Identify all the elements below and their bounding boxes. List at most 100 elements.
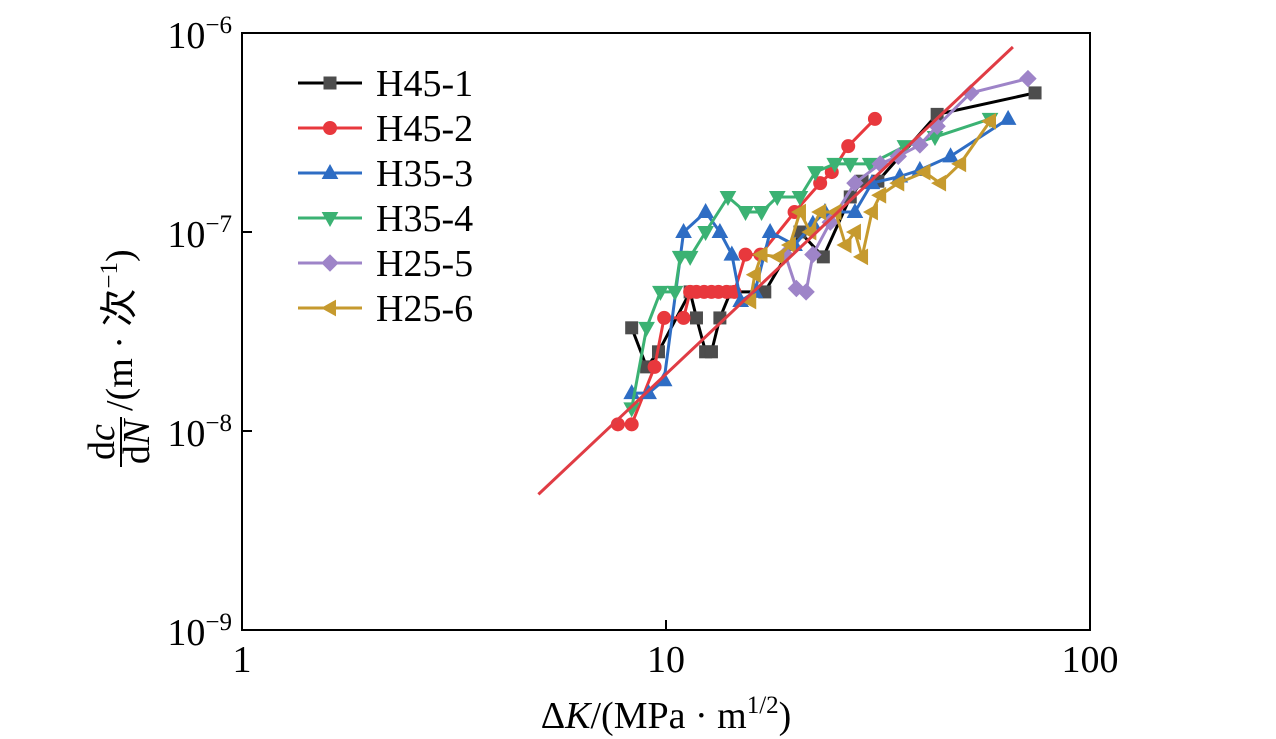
plot-frame <box>241 32 1091 631</box>
data-point <box>813 176 828 191</box>
series-layer <box>537 45 1042 496</box>
y-axis-label-denominator-var: N <box>116 417 158 446</box>
data-point <box>689 311 703 325</box>
data-point <box>737 206 754 222</box>
legend-entry: H45-2 <box>298 108 473 150</box>
legend-marker <box>321 163 339 179</box>
x-tick-label: 100 <box>1062 639 1119 681</box>
legend-marker <box>323 76 337 90</box>
data-point <box>671 250 689 266</box>
data-point <box>697 202 714 219</box>
data-point <box>666 285 684 301</box>
data-point <box>942 147 959 163</box>
legend-label: H45-1 <box>376 63 473 105</box>
legend-label: H25-6 <box>376 288 473 330</box>
data-point <box>711 222 729 238</box>
y-tick-label-exponent: −6 <box>205 12 232 39</box>
data-point <box>780 236 796 254</box>
y-axis-label-unit-close: ) <box>99 249 141 262</box>
data-point <box>811 203 827 221</box>
series-line <box>630 91 1036 369</box>
y-tick-label-base: 10 <box>167 15 205 57</box>
data-point <box>980 112 997 130</box>
x-tick-label: 10 <box>647 639 685 681</box>
legend-label: H25-5 <box>376 243 473 285</box>
data-point <box>624 417 639 432</box>
data-point <box>911 136 929 154</box>
legend-label: H45-2 <box>376 108 473 150</box>
data-point <box>836 236 852 254</box>
y-axis-label-unit-text: /(m · 次 <box>99 289 141 411</box>
x-axis-label: ΔK/(MPa · m1/2) <box>541 692 792 737</box>
y-tick-label-exponent: −7 <box>205 211 232 238</box>
y-axis-label-numerator: dc <box>81 424 123 460</box>
y-axis-label-numerator-var: c <box>81 424 123 441</box>
data-point <box>1019 69 1037 88</box>
y-tick-label: 10−6 <box>167 12 232 57</box>
x-axis-label-unit-close: ) <box>779 695 792 737</box>
data-point <box>745 266 761 284</box>
data-point <box>853 248 869 266</box>
data-point <box>806 166 824 182</box>
data-point <box>719 190 737 206</box>
x-axis-label-delta: Δ <box>541 695 565 737</box>
y-axis-label: dc dN /(m · 次−1) <box>81 249 158 467</box>
data-point <box>915 163 931 181</box>
legend-marker <box>320 299 336 317</box>
y-tick-label-exponent: −9 <box>205 609 232 636</box>
data-point <box>841 157 859 173</box>
y-axis-label-numerator-d: d <box>81 441 123 460</box>
fit-line <box>537 45 1014 496</box>
data-point <box>931 174 947 192</box>
series-h35-4 <box>623 112 999 418</box>
y-tick-label-exponent: −8 <box>205 410 232 437</box>
data-point <box>804 245 822 264</box>
series-h25-6 <box>741 112 997 310</box>
data-point <box>797 283 815 301</box>
data-point <box>999 109 1017 125</box>
data-point <box>769 248 785 266</box>
legend-marker <box>321 212 339 228</box>
y-tick-label: 10−8 <box>167 410 232 455</box>
legend-entry: H45-1 <box>298 63 473 105</box>
data-point <box>826 157 844 173</box>
data-point <box>652 285 669 301</box>
data-point <box>889 174 905 192</box>
legend-entry: H35-3 <box>298 153 473 195</box>
y-axis-label-unit-exponent: −1 <box>96 262 123 289</box>
y-tick-label: 10−7 <box>167 211 232 256</box>
y-axis-label-denominator-d: d <box>116 445 158 464</box>
data-point <box>951 155 967 173</box>
data-point <box>846 174 864 192</box>
data-point <box>791 190 809 206</box>
data-point <box>862 203 878 221</box>
data-point <box>681 250 699 266</box>
data-point <box>841 139 856 154</box>
y-tick-label-base: 10 <box>167 413 205 455</box>
data-point <box>704 345 718 359</box>
data-point <box>871 186 887 204</box>
data-point <box>867 111 882 126</box>
x-tick-label: 1 <box>233 639 252 681</box>
data-point <box>752 246 768 263</box>
y-axis-label-unit: /(m · 次−1) <box>96 249 141 411</box>
data-point <box>657 310 672 325</box>
data-point <box>647 359 662 374</box>
y-tick-label: 10−9 <box>167 609 232 654</box>
legend-entry: H35-4 <box>298 198 473 240</box>
data-point <box>675 222 692 238</box>
data-point <box>790 203 806 221</box>
data-point <box>738 247 753 262</box>
series-h45-2 <box>610 111 882 432</box>
data-point <box>723 245 741 261</box>
data-point <box>625 321 639 335</box>
y-axis-label-denominator: dN <box>116 417 158 464</box>
data-point <box>761 222 779 238</box>
x-axis-label-variable: K <box>564 695 592 737</box>
legend-marker <box>323 121 337 135</box>
data-point <box>753 206 770 222</box>
legend-entry: H25-5 <box>298 243 473 285</box>
legend-entry: H25-6 <box>298 288 473 330</box>
